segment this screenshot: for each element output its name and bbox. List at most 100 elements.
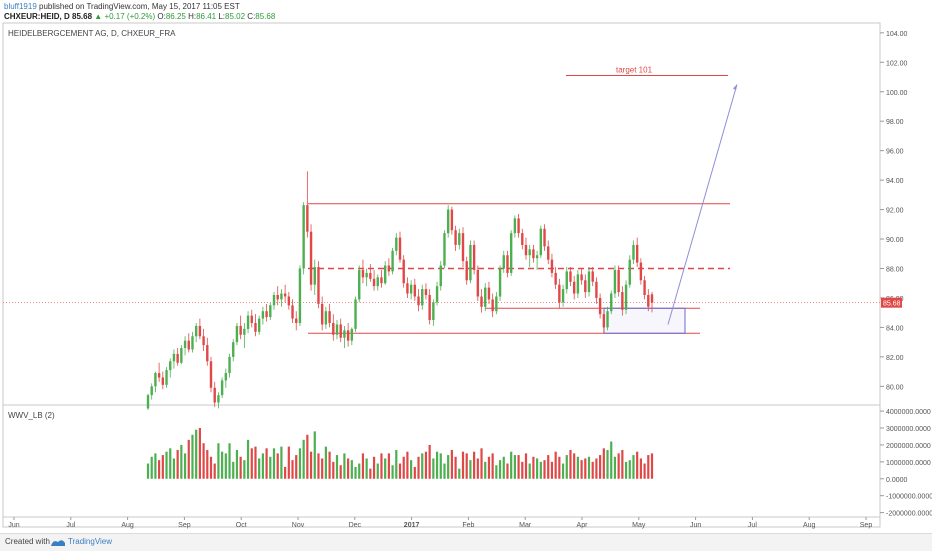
candle-body-up — [469, 244, 472, 281]
author-link[interactable]: bluff1919 — [4, 2, 37, 11]
volume-bar-down — [487, 456, 491, 479]
volume-bar-up — [561, 463, 565, 479]
candle-body-down — [532, 249, 535, 259]
candle-body-down — [472, 244, 476, 270]
candle-body-up — [183, 340, 187, 349]
candle-body-down — [547, 246, 550, 260]
candle-body-up — [350, 328, 354, 341]
candle-body-up — [335, 324, 339, 335]
candle-body-down — [198, 325, 202, 337]
volume-bar-down — [332, 461, 335, 479]
candle-body-up — [539, 228, 543, 256]
volume-bar-down — [291, 460, 294, 479]
price-tick-label: 94.00 — [886, 178, 904, 185]
candle-body-down — [650, 294, 654, 303]
candle-body-down — [550, 259, 554, 273]
candle-body-up — [235, 325, 239, 343]
volume-bar-up — [376, 463, 379, 479]
volume-bar-down — [254, 446, 257, 479]
candle-body-down — [572, 281, 576, 294]
candle-body-up — [513, 218, 517, 234]
price-change: +0.17 (+0.2%) — [104, 12, 156, 21]
candle-body-down — [591, 271, 594, 282]
volume-bar-up — [610, 441, 613, 479]
candle-body-down — [569, 271, 572, 282]
price-tick-label: 88.00 — [886, 266, 904, 273]
candle-body-up — [484, 287, 487, 307]
volume-bar-up — [272, 448, 276, 479]
time-tick-label: Mar — [519, 522, 532, 529]
volume-bar-down — [543, 460, 546, 479]
candle-body-down — [461, 233, 465, 262]
price-chart[interactable]: HEIDELBERGCEMENT AG, D, CHXEUR_FRA WWV_L… — [0, 0, 932, 533]
volume-bar-down — [517, 455, 520, 479]
candle-body-down — [635, 244, 639, 263]
time-tick-label: Aug — [121, 522, 134, 529]
time-tick-label: May — [632, 522, 646, 529]
volume-bar-up — [335, 455, 339, 479]
candle-body-up — [324, 311, 328, 325]
tradingview-link[interactable]: TradingView — [68, 537, 113, 546]
chart-header: bluff1919 published on TradingView.com, … — [4, 2, 275, 22]
price-tick-label: 104.00 — [886, 31, 908, 38]
volume-bar-down — [306, 434, 309, 479]
close-value: 85.68 — [255, 12, 276, 21]
volume-bar-up — [447, 455, 450, 479]
volume-bar-up — [432, 458, 435, 479]
drawings[interactable]: target 101 — [3, 66, 880, 334]
volume-bar-up — [350, 460, 353, 479]
candle-body-up — [169, 361, 172, 371]
volume-bar-down — [554, 451, 557, 479]
candle-body-up — [280, 293, 283, 300]
candle-body-up — [358, 269, 361, 300]
candle-body-down — [524, 244, 528, 256]
last-price-badge — [881, 297, 902, 308]
volume-bar-down — [465, 453, 468, 479]
time-tick-label: Sep — [860, 522, 873, 529]
volume-bar-up — [502, 456, 505, 479]
volume-bar-up — [439, 453, 442, 479]
open-label: O: — [157, 12, 166, 21]
volume-bar-up — [221, 451, 224, 479]
volume-bar-down — [521, 461, 524, 479]
volume-bar-up — [528, 463, 531, 479]
price-tick-label: 90.00 — [886, 237, 904, 244]
candle-body-up — [146, 395, 150, 409]
volume-bar-down — [321, 458, 324, 479]
time-tick-label: Jun — [690, 522, 701, 529]
volume-bar-down — [284, 466, 287, 479]
candle-body-up — [269, 305, 272, 318]
volume-bar-down — [636, 451, 639, 479]
candle-body-down — [332, 322, 335, 335]
volume-bar-up — [391, 465, 394, 479]
volume-bar-up — [261, 453, 264, 479]
volume-bar-up — [172, 458, 176, 479]
footer: Created with TradingView — [0, 533, 932, 551]
candle-body-up — [313, 267, 316, 285]
time-axis: Jun Jul Aug Sep Oct Nov Dec 2017 Feb Mar Apr May Jun… — [8, 517, 872, 529]
candle-body-up — [261, 311, 265, 319]
volume-bar-down — [550, 461, 554, 479]
volume-bar-up — [539, 461, 542, 479]
volume-bar-down — [480, 448, 483, 479]
candle-body-up — [446, 209, 450, 234]
volume-bar-up — [435, 451, 439, 479]
high-value: 86.41 — [196, 12, 217, 21]
volume-bar-down — [547, 455, 550, 479]
volume-bar-down — [599, 455, 602, 479]
volume-tick-label: -2000000.0000 — [886, 511, 932, 518]
candle-body-down — [491, 299, 494, 312]
volume-bar-down — [317, 453, 320, 479]
volume-bar-down — [595, 458, 598, 479]
volume-tick-label: 1000000.0000 — [886, 460, 931, 467]
indicator-title: WWV_LB (2) — [8, 411, 55, 420]
publish-line: bluff1919 published on TradingView.com, … — [4, 2, 275, 12]
candle-body-down — [639, 262, 643, 281]
volume-bar-up — [365, 458, 368, 479]
price-tick-label: 84.00 — [886, 325, 904, 332]
volume-bar-up — [180, 444, 183, 479]
volume-bar-up — [243, 460, 246, 479]
candle-body-up — [561, 289, 565, 303]
candle-body-down — [521, 233, 524, 245]
symbol-label: CHXEUR:HEID, D — [4, 12, 70, 21]
